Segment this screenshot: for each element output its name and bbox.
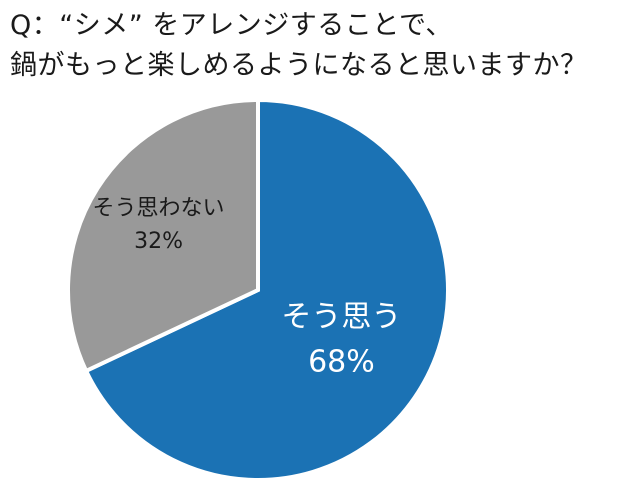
pie-slice-2-label: そう思わない <box>93 196 225 221</box>
pie-slices <box>66 97 450 482</box>
pie-slice-2 <box>66 97 260 374</box>
pie-labels: そう思う 68% そう思わない 32% <box>93 196 402 380</box>
pie-slice-1-label: そう思う <box>281 299 401 334</box>
chart-title-line-2: 鍋がもっと楽しめるようになると思いますか？ <box>10 50 588 81</box>
pie-slice-1 <box>83 97 450 482</box>
chart-title: Q：“シメ” をアレンジすることで、 鍋がもっと楽しめるようになると思いますか？ <box>10 6 635 86</box>
pie-slice-2-value-label: 32% <box>134 229 183 254</box>
chart-title-line-1: Q：“シメ” をアレンジすることで、 <box>10 10 453 41</box>
pie-slice-1-value-label: 68% <box>308 344 375 379</box>
